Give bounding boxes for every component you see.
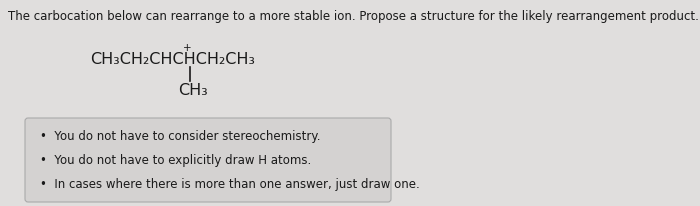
Text: •  You do not have to consider stereochemistry.: • You do not have to consider stereochem…: [40, 129, 321, 142]
Text: •  You do not have to explicitly draw H atoms.: • You do not have to explicitly draw H a…: [40, 153, 312, 166]
Text: CH₃CH₂CHCHCH₂CH₃: CH₃CH₂CHCHCH₂CH₃: [90, 52, 255, 67]
Text: •  In cases where there is more than one answer, just draw one.: • In cases where there is more than one …: [40, 177, 420, 190]
Text: CH₃: CH₃: [178, 83, 208, 97]
FancyBboxPatch shape: [25, 118, 391, 202]
Text: +: +: [183, 43, 192, 53]
Text: The carbocation below can rearrange to a more stable ion. Propose a structure fo: The carbocation below can rearrange to a…: [8, 10, 699, 23]
